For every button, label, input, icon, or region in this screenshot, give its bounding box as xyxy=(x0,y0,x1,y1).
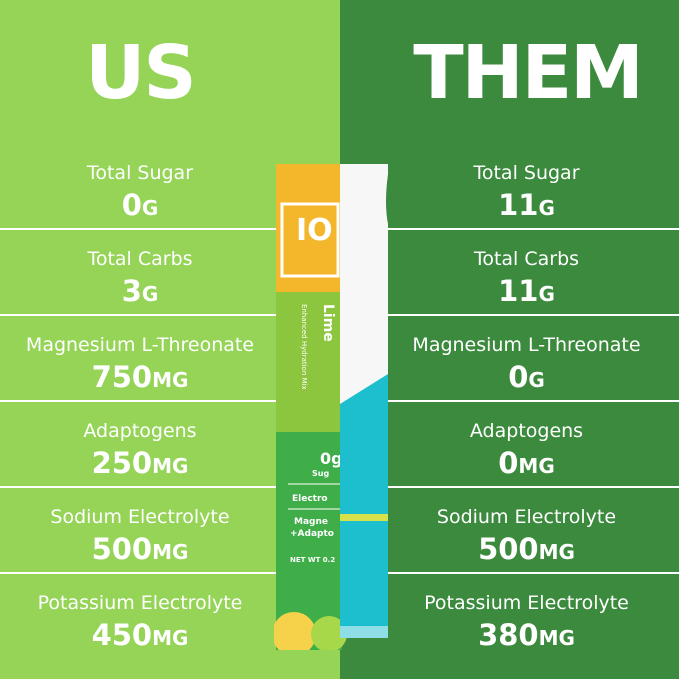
unit: MG xyxy=(538,626,575,650)
nutrient-value: 500MG xyxy=(357,532,679,566)
unit: MG xyxy=(152,626,189,650)
svg-text:Electro: Electro xyxy=(292,494,328,504)
amount: 11 xyxy=(498,274,539,308)
nutrient-label: Total Sugar xyxy=(86,162,194,184)
unit: G xyxy=(141,196,159,220)
svg-text:0g: 0g xyxy=(320,449,343,468)
nutrient-label: Magnesium L-Threonate xyxy=(25,334,255,356)
amount: 3 xyxy=(121,274,142,308)
product-packet-image: IO MI Lime Enhanced Hydration Mix 0g Sug… xyxy=(274,164,388,650)
them-row: Total Sugar 11G xyxy=(357,150,679,236)
them-title: THEM xyxy=(413,30,644,116)
nutrient-label: Total Sugar xyxy=(473,162,580,184)
them-row: Potassium Electrolyte 380MG xyxy=(357,580,679,666)
row-divider xyxy=(0,228,340,230)
amount: 500 xyxy=(91,532,153,566)
nutrient-label: Potassium Electrolyte xyxy=(424,592,629,614)
amount: 0 xyxy=(498,446,519,480)
nutrient-value: 500MG xyxy=(0,532,310,566)
amount: 0 xyxy=(121,188,142,222)
nutrient-label: Total Carbs xyxy=(87,248,193,270)
svg-text:NET WT 0.2: NET WT 0.2 xyxy=(290,556,335,564)
nutrient-value: 450MG xyxy=(0,618,310,652)
unit: MG xyxy=(152,540,189,564)
unit: MG xyxy=(518,454,555,478)
us-row: Magnesium L-Threonate 750MG xyxy=(0,322,310,408)
us-row: Total Sugar 0G xyxy=(0,150,310,236)
amount: 250 xyxy=(91,446,153,480)
svg-text:Sug: Sug xyxy=(312,469,329,478)
unit: MG xyxy=(538,540,575,564)
row-divider xyxy=(340,486,679,488)
us-title: US xyxy=(85,30,196,116)
svg-text:Enhanced Hydration Mix: Enhanced Hydration Mix xyxy=(300,304,308,390)
nutrient-value: 0G xyxy=(0,188,310,222)
svg-text:Lime: Lime xyxy=(320,304,336,342)
them-row: Adaptogens 0MG xyxy=(357,408,679,494)
unit: G xyxy=(538,196,555,220)
them-panel: THEM Total Sugar 11G Total Carbs 11G Magne… xyxy=(340,0,679,679)
nutrient-value: 11G xyxy=(357,274,679,308)
row-divider xyxy=(0,486,340,488)
row-divider xyxy=(340,400,679,402)
amount: 450 xyxy=(91,618,153,652)
nutrient-label: Adaptogens xyxy=(83,420,197,442)
nutrient-value: 0MG xyxy=(357,446,679,480)
amount: 750 xyxy=(91,360,153,394)
nutrient-label: Sodium Electrolyte xyxy=(50,506,230,528)
unit: G xyxy=(141,282,159,306)
nutrient-value: 11G xyxy=(357,188,679,222)
nutrient-value: 3G xyxy=(0,274,310,308)
svg-text:Magne: Magne xyxy=(294,517,328,527)
row-divider xyxy=(340,228,679,230)
nutrient-value: 0G xyxy=(357,360,679,394)
unit: MG xyxy=(152,368,189,392)
row-divider xyxy=(0,314,340,316)
nutrient-value: 250MG xyxy=(0,446,310,480)
row-divider xyxy=(340,572,679,574)
nutrient-label: Sodium Electrolyte xyxy=(436,506,617,528)
nutrient-label: Potassium Electrolyte xyxy=(37,592,243,614)
unit: G xyxy=(538,282,555,306)
svg-text:+Adapto: +Adapto xyxy=(290,529,334,539)
them-row: Total Carbs 11G xyxy=(357,236,679,322)
us-row: Total Carbs 3G xyxy=(0,236,310,322)
unit: MG xyxy=(152,454,189,478)
row-divider xyxy=(0,572,340,574)
unit: G xyxy=(528,368,545,392)
nutrient-value: 380MG xyxy=(357,618,679,652)
nutrient-label: Total Carbs xyxy=(473,248,580,270)
us-row: Adaptogens 250MG xyxy=(0,408,310,494)
nutrient-label: Adaptogens xyxy=(469,420,584,442)
nutrient-label: Magnesium L-Threonate xyxy=(412,334,641,356)
row-divider xyxy=(340,314,679,316)
row-divider xyxy=(0,400,340,402)
us-row: Sodium Electrolyte 500MG xyxy=(0,494,310,580)
nutrient-value: 750MG xyxy=(0,360,310,394)
amount: 500 xyxy=(478,532,539,566)
them-row: Sodium Electrolyte 500MG xyxy=(357,494,679,580)
them-row: Magnesium L-Threonate 0G xyxy=(357,322,679,408)
amount: 11 xyxy=(498,188,539,222)
us-row: Potassium Electrolyte 450MG xyxy=(0,580,310,666)
amount: 0 xyxy=(508,360,529,394)
amount: 380 xyxy=(478,618,539,652)
